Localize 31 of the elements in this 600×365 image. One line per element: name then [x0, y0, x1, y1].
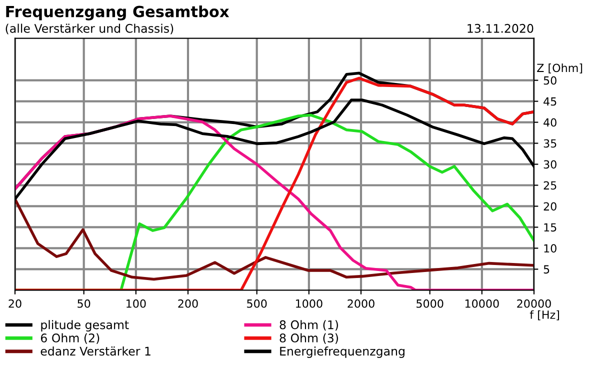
- x-tick-label: 2000: [348, 299, 374, 308]
- chart-subtitle: (alle Verstärker und Chassis): [6, 24, 174, 34]
- x-tick-label: 500: [247, 299, 267, 308]
- legend-label: 8 Ohm (1): [280, 320, 338, 331]
- legend-label: 8 Ohm (3): [280, 333, 338, 344]
- y-tick-label: 35: [544, 139, 556, 148]
- text: 13.11.2020: [468, 24, 534, 33]
- chart-title: Frequenzgang Gesamtbox: [6, 5, 230, 20]
- x-tick-label: 50: [78, 299, 90, 308]
- legend-label: edanz Verstärker 1: [40, 346, 150, 356]
- y-tick-label: 30: [544, 160, 556, 169]
- y-tick-label: 5: [544, 265, 550, 274]
- y-tick-label: 40: [544, 118, 556, 127]
- x-tick-label: 20000: [517, 299, 551, 308]
- legend-label: Energiefrequenzgang: [280, 346, 404, 358]
- x-tick-label: 5000: [416, 299, 444, 308]
- x-tick-label: 100: [126, 299, 146, 308]
- y-axis-title: Z [Ohm]: [537, 64, 582, 74]
- y-tick-label: 50: [544, 76, 556, 85]
- y-tick-label: 20: [544, 202, 556, 211]
- x-axis-title: f [Hz]: [530, 310, 559, 320]
- x-tick-label: 1000: [296, 299, 322, 308]
- y-tick-label: 45: [544, 97, 556, 106]
- x-tick-label: 20: [8, 299, 22, 308]
- y-tick-label: 25: [544, 181, 556, 190]
- x-tick-label: 200: [178, 299, 198, 308]
- legend-label: plitude gesamt: [41, 320, 129, 332]
- legend-label: 6 Ohm (2): [40, 333, 100, 344]
- y-tick-label: 10: [544, 244, 556, 253]
- y-tick-label: 15: [544, 223, 556, 232]
- x-tick-label: 10000: [465, 299, 499, 308]
